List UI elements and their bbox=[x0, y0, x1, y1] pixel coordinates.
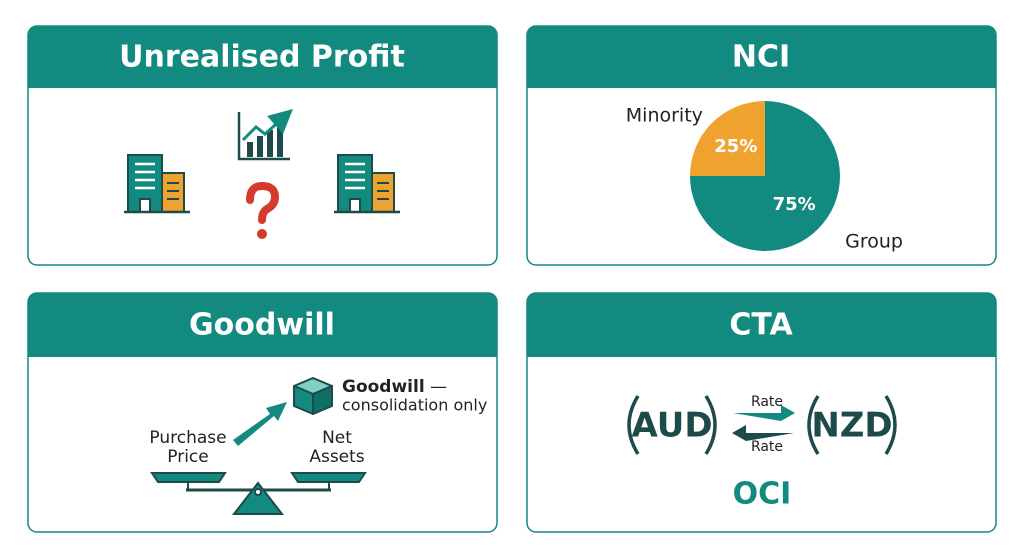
right-pan-label: Assets bbox=[309, 447, 364, 467]
card-title: CTA bbox=[729, 308, 793, 343]
asset-dash: — bbox=[430, 377, 447, 397]
asset-heading: Goodwill — bbox=[342, 377, 447, 397]
asset-label: Goodwill bbox=[342, 377, 425, 397]
question-icon bbox=[246, 181, 280, 239]
currency-brackets bbox=[627, 395, 897, 455]
card-header bbox=[527, 26, 996, 88]
scale-icon bbox=[150, 472, 367, 515]
card-title: Goodwill bbox=[189, 308, 335, 343]
right-pan-label: Net bbox=[322, 428, 352, 448]
currency-from: AUD bbox=[631, 406, 712, 446]
left-pan-label: Purchase bbox=[149, 428, 226, 448]
pie-value-label: 75% bbox=[773, 194, 816, 215]
card-goodwill: Goodwill Goodwill — consolidation only P… bbox=[27, 292, 498, 533]
building-icon bbox=[124, 154, 190, 214]
rate-label: Rate bbox=[751, 394, 783, 410]
growth-chart-icon bbox=[237, 108, 293, 161]
rate-label: Rate bbox=[751, 439, 783, 455]
card-unrealised-profit: Unrealised Profit bbox=[27, 25, 498, 266]
asset-note: consolidation only bbox=[342, 396, 487, 415]
card-header bbox=[28, 26, 497, 88]
exchange-arrows bbox=[732, 405, 795, 441]
pie-category-label: Group bbox=[845, 231, 903, 253]
card-cta: CTA AUD NZD Rate Rate OCI bbox=[526, 292, 997, 533]
left-pan-label: Price bbox=[167, 447, 208, 467]
pie-category-label: Minority bbox=[626, 104, 703, 126]
card-header bbox=[527, 293, 996, 357]
building-icon bbox=[334, 154, 400, 214]
currency-to: NZD bbox=[811, 406, 892, 446]
arrow-icon bbox=[233, 402, 287, 446]
card-title: NCI bbox=[732, 40, 790, 75]
pie-value-label: 25% bbox=[714, 136, 757, 157]
card-nci: NCI 25% Minority 75% Group bbox=[526, 25, 997, 266]
cube-icon bbox=[293, 377, 333, 415]
pie-slice bbox=[690, 101, 765, 176]
card-title: Unrealised Profit bbox=[119, 40, 405, 75]
reserve-label: OCI bbox=[733, 477, 792, 512]
card-header bbox=[28, 293, 497, 357]
pie-slice bbox=[690, 101, 840, 251]
